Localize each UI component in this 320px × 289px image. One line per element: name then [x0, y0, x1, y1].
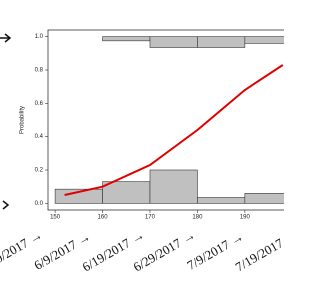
page: {"chart_data": {"type": "logistic", "y_l… — [0, 29, 300, 275]
y-tick-label: 0.0 — [35, 201, 44, 207]
x-tick-label: 190 — [240, 215, 251, 221]
top-arrow — [0, 33, 12, 43]
histogram-bar — [244, 193, 284, 204]
x-tick-label: 160 — [98, 215, 109, 221]
plot-area — [54, 36, 284, 204]
histogram-bar — [102, 181, 151, 204]
histogram-bar — [197, 197, 246, 204]
histogram-bar — [149, 169, 198, 204]
bottom-arrow — [2, 200, 10, 210]
y-tick-label: 0.4 — [35, 134, 44, 140]
chart: Probability 0.0 0.2 0.4 0.6 0.8 1.0 150 160 170 1… — [0, 29, 300, 274]
histogram-bar — [149, 36, 198, 48]
y-tick-label: 0.6 — [35, 101, 44, 107]
x-tick-label: 170 — [145, 215, 156, 221]
x-tick-label: 180 — [192, 215, 203, 221]
histogram-bar — [197, 36, 246, 48]
y-tick-label: 0.2 — [35, 168, 44, 174]
y-tick-label: 1.0 — [35, 34, 44, 40]
y-axis-label: Probability — [20, 106, 26, 134]
histogram-bar — [244, 36, 284, 44]
y-tick-label: 0.8 — [35, 68, 44, 74]
histogram-bar — [102, 36, 151, 42]
probability-curve — [64, 64, 284, 196]
x-tick-label: 150 — [50, 215, 61, 221]
